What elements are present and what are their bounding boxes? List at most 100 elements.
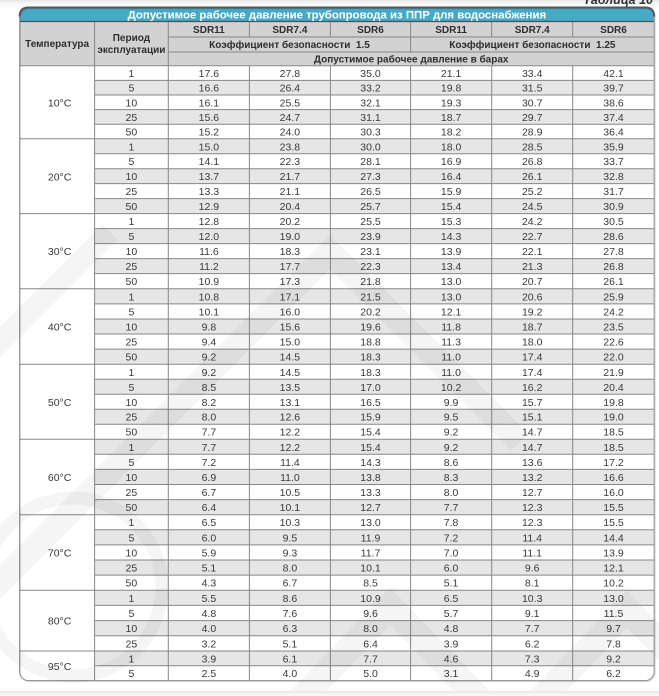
svg-text:13.5: 13.5 <box>280 382 301 394</box>
svg-text:5: 5 <box>128 231 134 243</box>
svg-text:24.5: 24.5 <box>522 201 543 213</box>
svg-text:50°C: 50°C <box>48 397 72 409</box>
svg-text:7.7: 7.7 <box>202 427 217 439</box>
svg-text:22.3: 22.3 <box>280 156 301 168</box>
svg-text:17.6: 17.6 <box>199 68 220 80</box>
svg-text:13.8: 13.8 <box>360 472 381 484</box>
svg-text:3.9: 3.9 <box>202 653 217 665</box>
svg-text:19.8: 19.8 <box>441 83 462 95</box>
svg-text:12.7: 12.7 <box>522 487 543 499</box>
svg-text:27.8: 27.8 <box>280 68 301 80</box>
svg-text:1: 1 <box>128 442 134 454</box>
svg-text:7.8: 7.8 <box>444 517 459 529</box>
svg-text:9.6: 9.6 <box>363 608 378 620</box>
svg-text:SDR11: SDR11 <box>193 25 225 36</box>
svg-text:16.6: 16.6 <box>603 472 624 484</box>
svg-text:14.1: 14.1 <box>199 156 220 168</box>
svg-text:8.5: 8.5 <box>202 382 217 394</box>
svg-text:5: 5 <box>128 306 134 318</box>
svg-text:37.4: 37.4 <box>603 112 624 124</box>
svg-text:8.0: 8.0 <box>444 487 459 499</box>
svg-text:8.6: 8.6 <box>444 457 459 469</box>
svg-text:11.2: 11.2 <box>199 261 219 273</box>
svg-text:20.2: 20.2 <box>280 216 301 228</box>
svg-text:12.9: 12.9 <box>199 201 220 213</box>
svg-text:8.3: 8.3 <box>444 472 459 484</box>
svg-text:SDR7.4: SDR7.4 <box>515 25 550 36</box>
svg-text:2.5: 2.5 <box>202 668 217 680</box>
svg-text:9.2: 9.2 <box>606 653 621 665</box>
svg-text:11.0: 11.0 <box>441 367 461 379</box>
svg-text:25: 25 <box>126 337 138 349</box>
svg-text:28.9: 28.9 <box>522 127 543 139</box>
svg-text:1: 1 <box>128 68 134 80</box>
svg-text:7.7: 7.7 <box>525 623 540 635</box>
svg-text:21.1: 21.1 <box>280 186 301 198</box>
svg-text:15.4: 15.4 <box>360 442 381 454</box>
svg-text:11.4: 11.4 <box>280 457 300 469</box>
svg-text:14.5: 14.5 <box>280 352 301 364</box>
svg-text:13.3: 13.3 <box>199 186 220 198</box>
svg-text:5.5: 5.5 <box>202 593 217 605</box>
svg-text:11.4: 11.4 <box>522 532 542 544</box>
svg-text:9.5: 9.5 <box>283 532 298 544</box>
svg-text:15.0: 15.0 <box>199 141 220 153</box>
svg-text:50: 50 <box>126 276 138 288</box>
svg-text:50: 50 <box>126 502 138 514</box>
svg-text:13.7: 13.7 <box>199 171 220 183</box>
svg-text:33.4: 33.4 <box>522 68 543 80</box>
svg-text:19.2: 19.2 <box>522 306 543 318</box>
svg-text:15.0: 15.0 <box>280 337 301 349</box>
svg-text:21.9: 21.9 <box>603 367 624 379</box>
svg-text:13.6: 13.6 <box>522 457 543 469</box>
svg-text:10.1: 10.1 <box>360 563 381 575</box>
svg-text:9.7: 9.7 <box>606 623 621 635</box>
svg-text:17.4: 17.4 <box>522 352 543 364</box>
svg-text:20.2: 20.2 <box>360 306 381 318</box>
svg-text:26.8: 26.8 <box>603 261 624 273</box>
svg-text:10.2: 10.2 <box>441 382 462 394</box>
svg-text:11.7: 11.7 <box>361 548 381 560</box>
svg-text:18.8: 18.8 <box>360 337 381 349</box>
svg-text:5: 5 <box>128 668 134 680</box>
svg-text:1: 1 <box>128 367 134 379</box>
svg-text:31.1: 31.1 <box>360 112 381 124</box>
svg-text:26.1: 26.1 <box>603 276 624 288</box>
svg-text:22.3: 22.3 <box>360 261 381 273</box>
svg-text:13.0: 13.0 <box>441 291 462 303</box>
svg-text:9.2: 9.2 <box>202 352 217 364</box>
svg-text:21.8: 21.8 <box>360 276 381 288</box>
svg-text:7.7: 7.7 <box>202 442 217 454</box>
svg-text:30°C: 30°C <box>48 246 72 258</box>
svg-text:27.8: 27.8 <box>603 246 624 258</box>
svg-text:16.4: 16.4 <box>441 171 462 183</box>
svg-text:17.0: 17.0 <box>360 382 381 394</box>
svg-text:22.7: 22.7 <box>522 231 543 243</box>
svg-text:25.7: 25.7 <box>360 201 381 213</box>
svg-text:12.7: 12.7 <box>360 502 381 514</box>
svg-text:17.4: 17.4 <box>522 367 543 379</box>
svg-text:19.0: 19.0 <box>603 412 624 424</box>
svg-text:5: 5 <box>128 532 134 544</box>
svg-text:23.8: 23.8 <box>280 141 301 153</box>
svg-text:6.9: 6.9 <box>202 472 217 484</box>
svg-text:60°C: 60°C <box>48 472 72 484</box>
svg-text:12.0: 12.0 <box>199 231 220 243</box>
svg-text:25.9: 25.9 <box>603 291 624 303</box>
svg-text:11.0: 11.0 <box>280 472 300 484</box>
svg-text:12.1: 12.1 <box>441 306 462 318</box>
svg-text:13.9: 13.9 <box>441 246 462 258</box>
svg-text:31.5: 31.5 <box>522 83 543 95</box>
svg-text:11.1: 11.1 <box>522 548 542 560</box>
svg-text:6.7: 6.7 <box>202 487 217 499</box>
svg-text:25: 25 <box>126 563 138 575</box>
svg-text:16.2: 16.2 <box>522 382 543 394</box>
svg-text:12.3: 12.3 <box>522 517 543 529</box>
svg-text:36.4: 36.4 <box>603 127 624 139</box>
svg-text:5.9: 5.9 <box>202 548 217 560</box>
svg-text:10.2: 10.2 <box>603 578 624 590</box>
svg-text:10.9: 10.9 <box>360 593 381 605</box>
svg-text:24.2: 24.2 <box>603 306 624 318</box>
svg-text:1: 1 <box>128 653 134 665</box>
svg-text:32.1: 32.1 <box>360 97 381 109</box>
